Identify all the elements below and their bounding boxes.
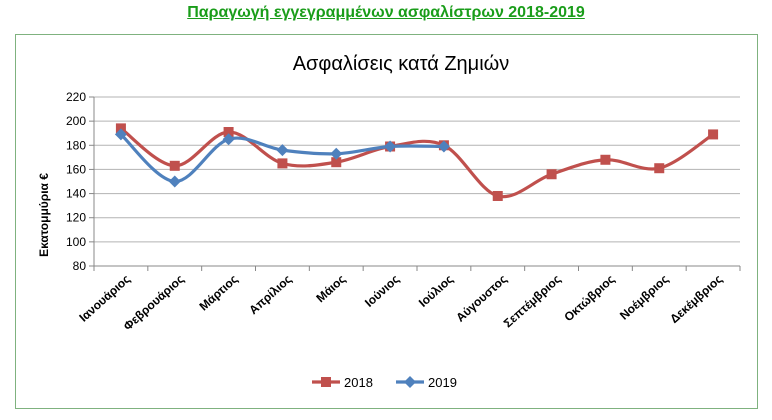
y-tick-label: 200 <box>66 114 86 128</box>
x-tick-label: Οκτώβριος <box>561 272 617 324</box>
page-title: Παραγωγή εγγεγραμμένων ασφαλίστρων 2018-… <box>187 4 585 21</box>
data-point <box>708 129 719 140</box>
x-tick-label: Μάρτιος <box>196 272 240 314</box>
data-point <box>276 144 289 157</box>
series-line <box>119 133 444 184</box>
data-point <box>223 127 234 138</box>
data-point <box>546 169 557 180</box>
legend-marker <box>321 377 331 387</box>
data-point <box>654 163 665 174</box>
data-point <box>168 175 181 188</box>
y-tick-label: 160 <box>66 162 86 176</box>
data-point <box>114 128 127 141</box>
line-chart: Ασφαλίσεις κατά Ζημιών 80 100 120 140 160 180… <box>37 53 741 390</box>
legend-label: 2018 <box>344 375 373 390</box>
data-point <box>492 190 503 201</box>
series-2019 <box>114 128 450 188</box>
data-point <box>384 140 397 153</box>
y-tick-label: 180 <box>66 138 86 152</box>
legend-marker <box>404 376 416 388</box>
legend: 2018 2019 <box>312 375 457 390</box>
data-point <box>331 157 342 168</box>
series-2018 <box>115 123 719 201</box>
data-point <box>115 123 126 134</box>
y-tick-label: 120 <box>66 211 86 225</box>
y-axis-label: Εκατομμύρια € <box>37 173 51 257</box>
x-tick-label: Μάιος <box>313 272 348 305</box>
chart-title: Ασφαλίσεις κατά Ζημιών <box>293 53 510 75</box>
data-point <box>222 133 235 146</box>
data-point <box>437 140 450 153</box>
series-line <box>119 127 714 199</box>
data-point <box>277 158 288 169</box>
x-tick-label: Ιανουάριος <box>76 272 132 325</box>
y-tick-label: 100 <box>66 235 86 249</box>
chart-frame: Ασφαλίσεις κατά Ζημιών 80 100 120 140 160 180… <box>15 34 758 409</box>
legend-item-2018: 2018 <box>312 375 373 390</box>
x-tick-label: Νοέμβριος <box>617 272 671 323</box>
x-tick-label: Δεκέμβριος <box>667 272 725 326</box>
x-tick-label: Απρίλιος <box>246 272 294 317</box>
legend-item-2019: 2019 <box>396 375 457 390</box>
data-point <box>600 154 611 165</box>
data-point <box>169 160 180 171</box>
data-point <box>330 147 343 160</box>
y-tick-label: 140 <box>66 187 86 201</box>
legend-label: 2019 <box>428 375 457 390</box>
gridlines <box>93 96 740 267</box>
y-axis-ticks: 80 100 120 140 160 180 200 220 <box>66 90 94 273</box>
series-lines <box>114 123 719 201</box>
y-tick-label: 80 <box>73 259 87 273</box>
x-tick-label: Σεπτέμβριος <box>501 272 564 330</box>
x-tick-label: Αύγουστος <box>453 272 510 325</box>
x-tick-label: Ιούνιος <box>362 272 402 310</box>
x-tick-label: Ιούλιος <box>416 272 456 310</box>
y-tick-label: 220 <box>66 90 86 104</box>
